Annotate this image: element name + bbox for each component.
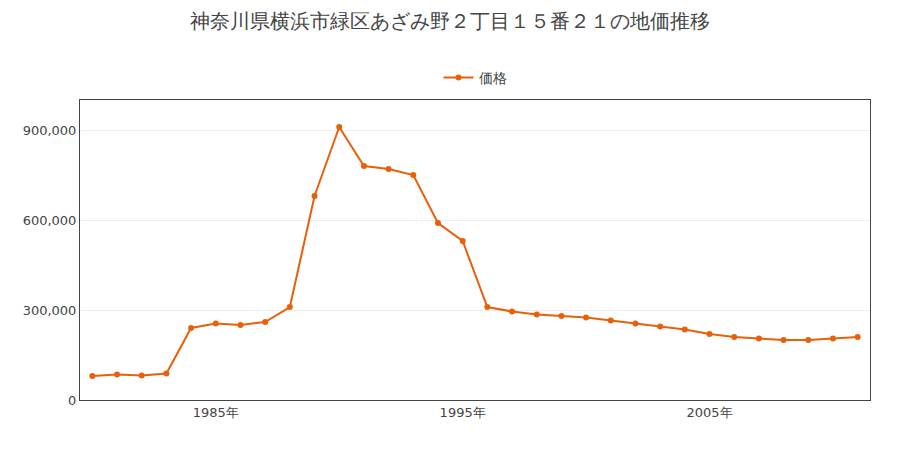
svg-text:1995年: 1995年 <box>440 405 486 420</box>
svg-text:2005年: 2005年 <box>686 405 732 420</box>
svg-text:300,000: 300,000 <box>23 303 77 318</box>
svg-text:0: 0 <box>68 393 76 408</box>
svg-text:神奈川県横浜市緑区あざみ野２丁目１５番２１の地価推移: 神奈川県横浜市緑区あざみ野２丁目１５番２１の地価推移 <box>190 9 710 33</box>
svg-text:600,000: 600,000 <box>23 213 77 228</box>
svg-text:価格: 価格 <box>479 70 507 86</box>
svg-text:1985年: 1985年 <box>193 405 239 420</box>
svg-text:900,000: 900,000 <box>23 123 77 138</box>
